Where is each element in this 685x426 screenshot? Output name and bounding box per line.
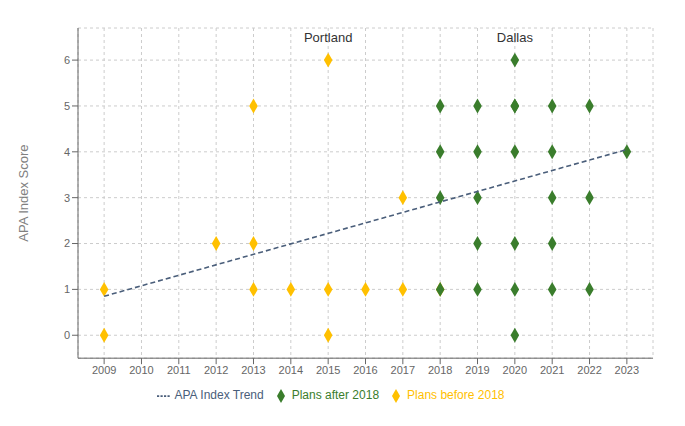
html-text:APA Index Trend: APA Index Trend	[174, 388, 264, 403]
svg-text:3: 3	[64, 192, 70, 204]
svg-text:2011: 2011	[167, 364, 191, 376]
svg-text:2010: 2010	[129, 364, 153, 376]
svg-text:2019: 2019	[465, 364, 489, 376]
html-text:Plans after 2018: Plans after 2018	[291, 388, 380, 403]
html-text:Plans before 2018: Plans before 2018	[407, 388, 505, 403]
svg-text:2017: 2017	[391, 364, 415, 376]
svg-text:5: 5	[64, 100, 70, 112]
svg-text:2009: 2009	[92, 364, 116, 376]
svg-text:2021: 2021	[540, 364, 564, 376]
svg-text:APA Index Score: APA Index Score	[16, 144, 31, 241]
svg-text:Dallas: Dallas	[497, 30, 534, 45]
svg-text:4: 4	[64, 146, 70, 158]
svg-text:1: 1	[64, 283, 70, 295]
svg-text:2022: 2022	[577, 364, 601, 376]
svg-text:2015: 2015	[316, 364, 340, 376]
svg-text:6: 6	[64, 54, 70, 66]
svg-text:2016: 2016	[353, 364, 377, 376]
svg-text:Portland: Portland	[304, 30, 352, 45]
svg-text:0: 0	[64, 329, 70, 341]
svg-text:2018: 2018	[428, 364, 452, 376]
svg-text:2020: 2020	[503, 364, 527, 376]
svg-text:2012: 2012	[204, 364, 228, 376]
svg-text:2013: 2013	[241, 364, 265, 376]
svg-text:2: 2	[64, 237, 70, 249]
svg-text:2023: 2023	[615, 364, 639, 376]
svg-text:2014: 2014	[279, 364, 303, 376]
